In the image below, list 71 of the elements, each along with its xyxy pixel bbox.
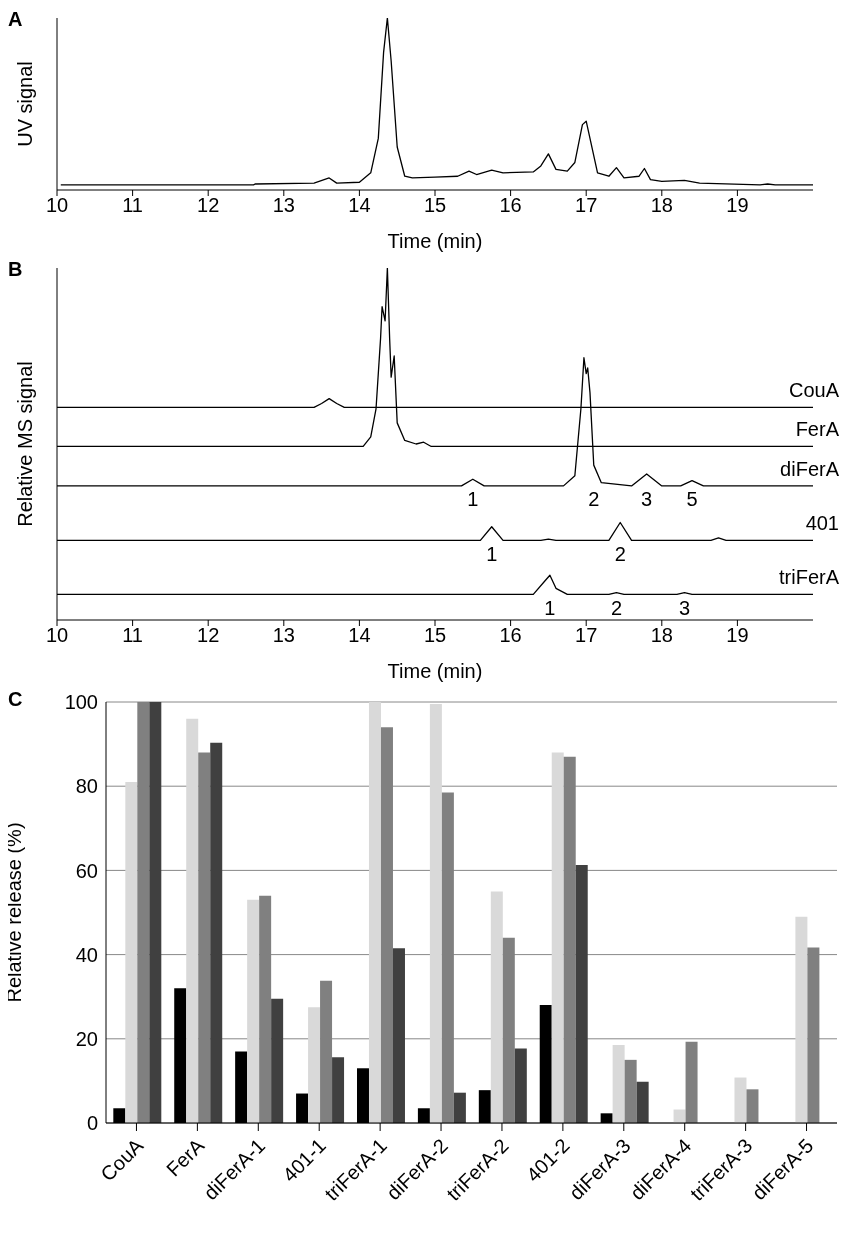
bar [368,702,381,1123]
y-axis-title: UV signal [14,61,37,147]
bar [149,702,162,1123]
bar [332,1057,345,1123]
x-tick-label: 17 [575,194,598,217]
x-axis-title: Time (min) [387,230,483,252]
bar [624,1059,637,1123]
bar [453,1092,466,1123]
annotation: 2 [610,596,622,619]
bar [746,1089,759,1123]
annotation: 3 [641,488,653,511]
bar [685,1041,698,1123]
bar [308,1007,321,1123]
annotation: 1 [486,542,498,565]
bar [247,899,260,1123]
x-tick-label: 10 [45,194,69,217]
y-tick-label: 100 [64,691,98,714]
bar [392,948,405,1123]
bar [575,864,588,1123]
chart-title: C [8,688,23,711]
x-tick-label: 18 [650,194,673,217]
bar [490,891,503,1123]
x-tick-label: 12 [197,624,220,647]
annotation: 1 [544,596,556,619]
bar [429,704,442,1123]
series-label: FerA [795,418,840,441]
annotation: 3 [678,596,691,619]
y-tick-label: 0 [86,1112,98,1135]
annotation: 2 [614,542,626,565]
x-tick-label: 13 [272,194,295,217]
x-tick-label: 15 [423,624,447,647]
x-tick-label: 18 [650,624,673,647]
chart-title: A [8,8,23,31]
x-tick-label: 10 [45,624,69,647]
annotation: 2 [588,488,600,511]
x-tick-label: 11 [122,624,143,647]
x-tick-label: 16 [499,194,522,217]
x-tick-label: 19 [726,194,749,217]
y-tick-label: 40 [75,943,98,966]
y-tick-label: 80 [75,775,98,798]
x-tick-label: 11 [122,194,143,217]
bar [612,1045,625,1123]
annotation: 5 [686,488,698,511]
chart-title: B [8,258,23,281]
bar [795,916,808,1123]
y-tick-label: 20 [75,1027,98,1050]
series-label: triFerA [779,566,840,589]
bar [271,998,284,1123]
x-tick-label: 13 [272,624,295,647]
series-label: CouA [788,379,840,402]
x-tick-label: 15 [423,194,447,217]
y-tick-label: 60 [75,859,98,882]
x-tick-label: 14 [348,194,371,217]
series-label: 401 [805,512,839,535]
x-axis-title: Time (min) [387,660,483,682]
bar [734,1077,747,1123]
bar [125,781,138,1123]
x-tick-label: 16 [499,624,522,647]
x-tick-label: 17 [575,624,598,647]
x-tick-label: 12 [197,194,220,217]
bar [514,1048,527,1123]
bar [198,752,211,1123]
y-axis-title: Relative MS signal [14,361,37,527]
bar [186,718,199,1123]
bar [210,742,223,1123]
x-tick-label: 19 [726,624,749,647]
x-tick-label: 14 [348,624,371,647]
bar [636,1081,649,1123]
annotation: 1 [467,488,479,511]
series-label: diFerA [780,457,840,480]
bar [551,752,564,1123]
